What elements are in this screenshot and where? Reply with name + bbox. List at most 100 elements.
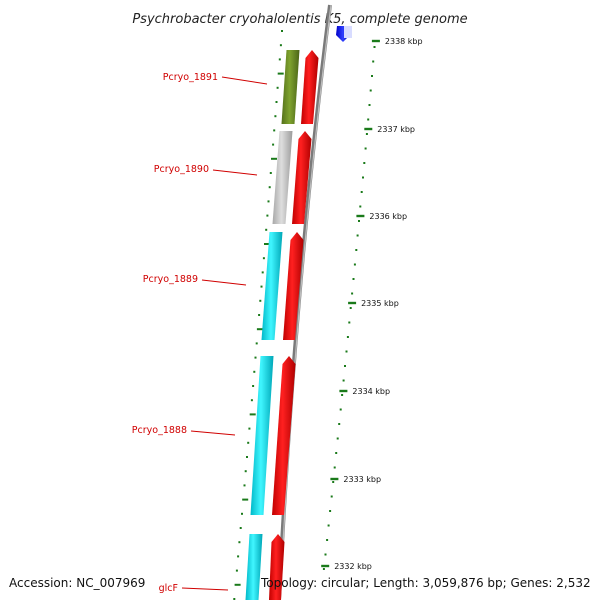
left-scale-dot (274, 115, 277, 118)
scale-dot (359, 205, 362, 208)
scale-dot (339, 408, 342, 411)
scale-ticks: 2338 kbp 2337 kbp 2336 kbp 2335 kbp 2334 kbp… (321, 37, 423, 571)
gene-block (261, 232, 283, 340)
accession-text: Accession: NC_007969 (9, 576, 146, 590)
gene-labels: Pcryo_1891 Pcryo_1890 Pcryo_1889 Pcryo_1888… (132, 72, 268, 594)
scale-dot (369, 89, 372, 92)
scale-tick-label: 2338 kbp (385, 37, 423, 46)
scale-dot (362, 176, 364, 179)
scale-dot (348, 321, 351, 324)
left-scale-dot (265, 228, 268, 231)
scale-dot (358, 220, 360, 222)
scale-dot (327, 524, 330, 527)
gene-label: Pcryo_1890 (154, 164, 209, 175)
scale-tick-label: 2333 kbp (343, 475, 381, 484)
map-title: Psychrobacter cryohalolentis K5, complet… (132, 12, 467, 27)
scale-dot (329, 510, 332, 512)
scale-tick-label: 2332 kbp (334, 562, 372, 571)
gene-leader-line (212, 169, 258, 176)
scale-dot (338, 423, 341, 425)
scale-dot (360, 191, 363, 193)
left-scale-dot (241, 512, 243, 515)
left-scale-dot (277, 72, 284, 75)
left-scale-dot (254, 356, 257, 359)
left-scale-dot (262, 257, 265, 260)
scale-dot (336, 437, 339, 440)
left-scale-dot (259, 299, 262, 302)
gene-leader-line (190, 430, 236, 436)
scale-dot (351, 292, 354, 295)
gene-block (272, 131, 293, 224)
left-scale-dot (253, 370, 256, 373)
cds-arrow (301, 50, 319, 124)
left-scale-dot (258, 314, 261, 316)
cds-arrow (283, 232, 304, 340)
gene-leader-line (181, 587, 229, 591)
scale-dot (349, 307, 352, 309)
left-scale-dot (256, 328, 263, 331)
scale-dot (356, 234, 359, 237)
left-dots (233, 30, 284, 600)
gene-label: Pcryo_1891 (163, 72, 218, 83)
scale-dot (333, 466, 336, 469)
scale-major-tick (356, 214, 365, 218)
left-scale-dot (235, 569, 238, 572)
left-scale-dot (264, 243, 270, 245)
cds-arrow (292, 131, 312, 224)
gene-features (245, 50, 319, 600)
left-scale-dot (261, 271, 264, 274)
scale-dot (330, 495, 333, 498)
left-scale-dot (281, 30, 283, 32)
left-scale-dot (267, 200, 270, 203)
left-scale-dot (248, 427, 251, 430)
left-scale-dot (234, 583, 241, 586)
left-scale-dot (260, 285, 263, 288)
cds-arrow (269, 534, 285, 600)
left-scale-dot (233, 598, 236, 600)
gene-leader-line (201, 279, 247, 286)
scale-dot (353, 263, 356, 266)
scale-dot (332, 481, 335, 483)
scale-dot (355, 249, 358, 251)
scale-major-tick (364, 127, 373, 131)
left-scale-dot (268, 186, 271, 189)
scale-dot (346, 336, 349, 338)
left-scale-dot (250, 399, 253, 402)
scale-major-tick (371, 39, 380, 43)
left-scale-dot (246, 456, 248, 458)
scale-dot (371, 75, 373, 77)
gene-block (250, 356, 274, 515)
left-scale-dot (239, 527, 242, 529)
left-scale-dot (247, 441, 250, 444)
left-scale-dot (243, 484, 246, 487)
scale-major-tick (330, 477, 339, 481)
scale-dot (326, 539, 329, 541)
scale-dot (365, 133, 368, 135)
scale-dot (363, 162, 366, 164)
gene-block (281, 50, 300, 124)
gene-block (245, 534, 263, 600)
scale-tick-label: 2335 kbp (361, 299, 399, 308)
cds-arrow (272, 356, 296, 515)
gene-label: Pcryo_1889 (143, 274, 198, 285)
scale-dot (342, 379, 345, 382)
left-scale-dot (278, 58, 281, 61)
left-scale-dot (276, 86, 279, 89)
gene-label: Pcryo_1888 (132, 425, 187, 436)
scale-dot (352, 278, 355, 280)
left-scale-dot (242, 498, 249, 501)
scale-dot (373, 46, 376, 48)
gene-label: glcF (159, 583, 178, 594)
scale-dot (344, 365, 346, 367)
left-scale-dot (266, 214, 269, 217)
left-scale-dot (244, 470, 247, 473)
scale-dot (372, 60, 375, 63)
scale-dot (364, 147, 367, 150)
scale-major-tick (348, 301, 357, 305)
scale-dots (322, 46, 376, 570)
scale-dot (367, 118, 370, 121)
left-scale-dot (252, 385, 255, 387)
scale-tick-label: 2334 kbp (352, 387, 390, 396)
left-scale-dot (275, 101, 278, 103)
